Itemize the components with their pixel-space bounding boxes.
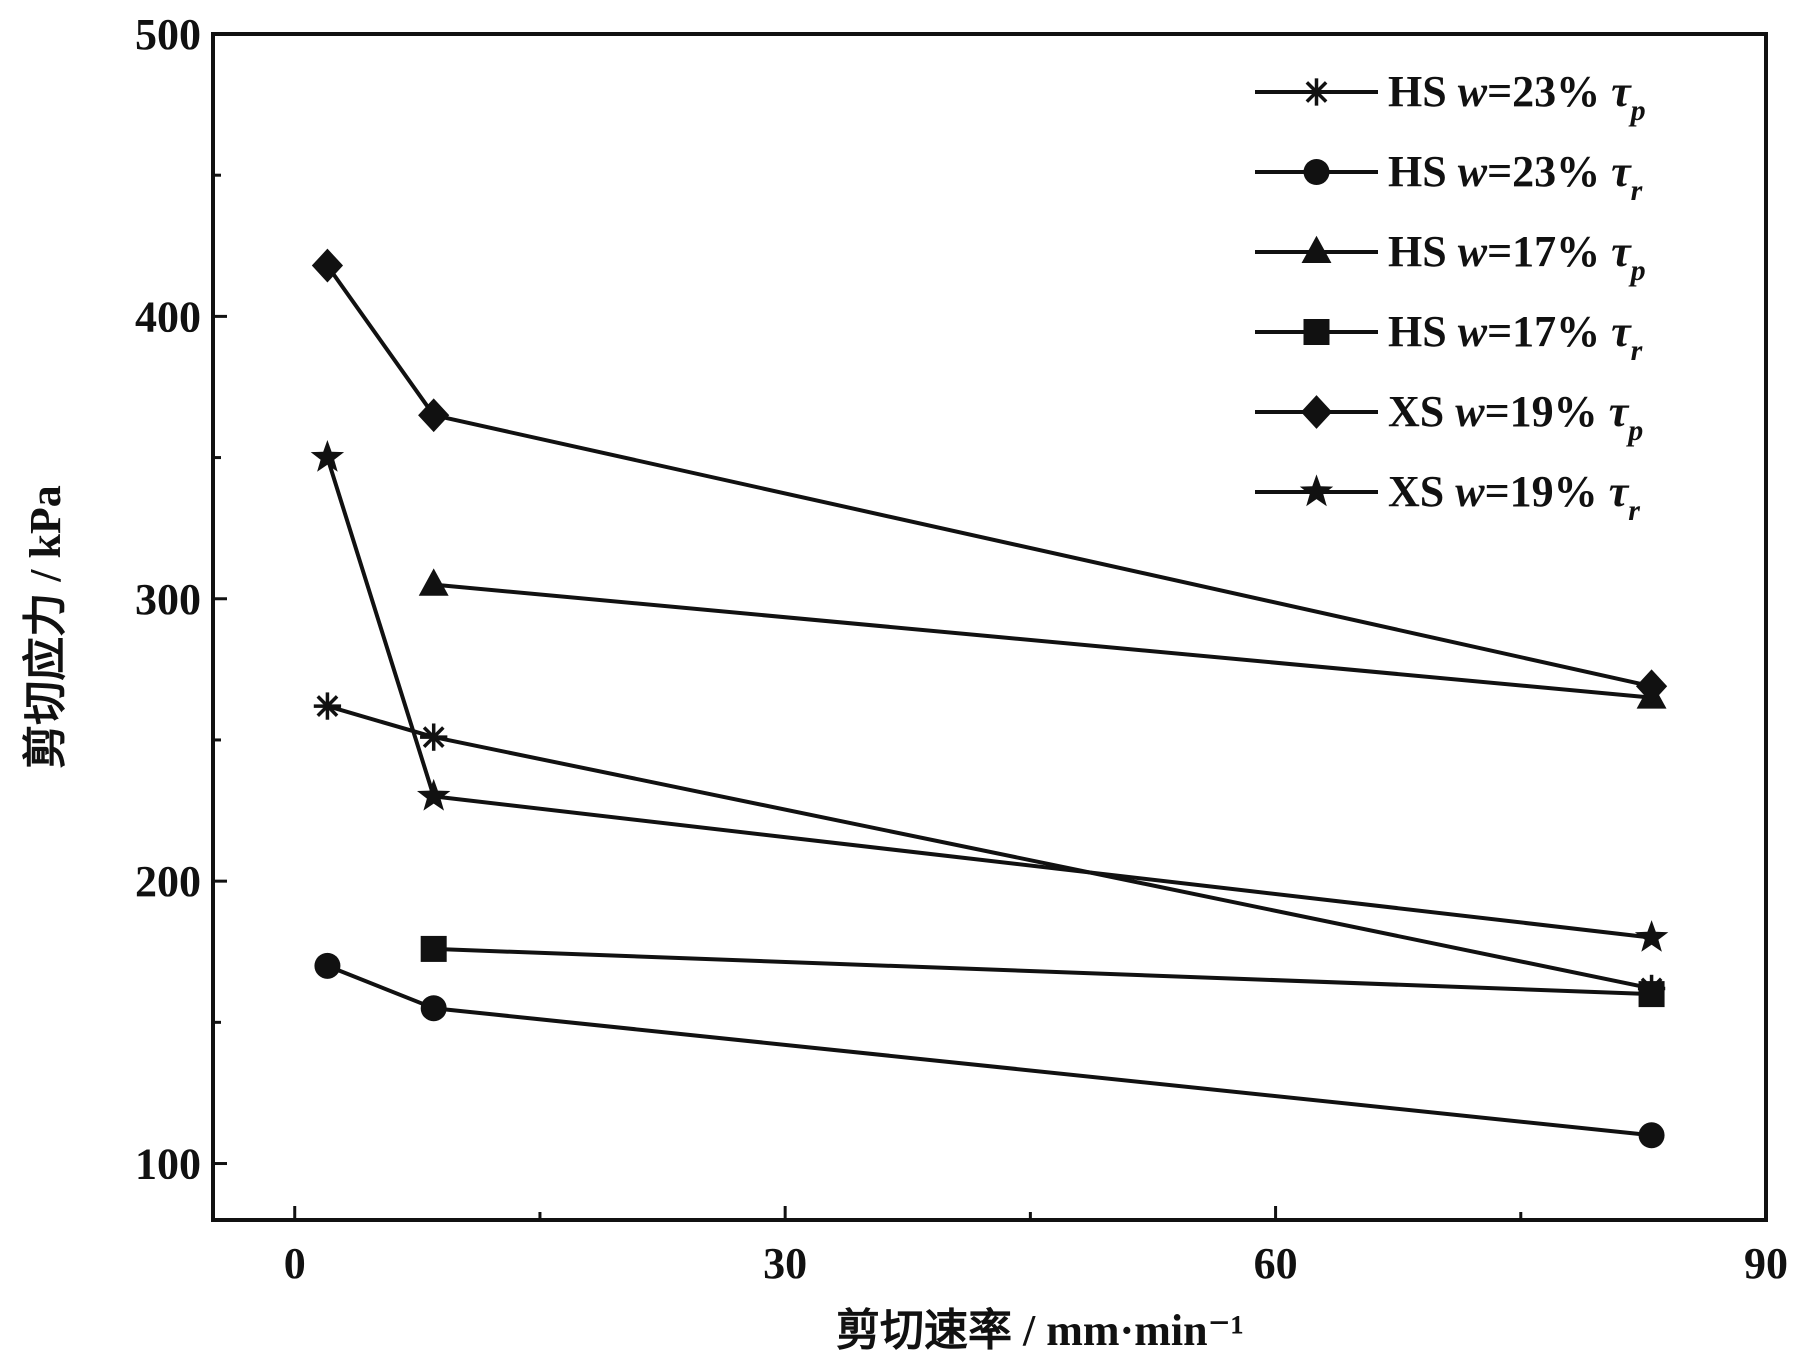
plot-frame <box>211 32 1768 1222</box>
y-tick-label: 100 <box>135 1140 201 1189</box>
marker-square <box>1638 981 1665 1008</box>
y-tick-label: 500 <box>135 10 201 59</box>
marker-star <box>1634 920 1669 952</box>
marker-star <box>310 440 345 472</box>
x-tick-label: 0 <box>284 1239 306 1288</box>
series-line-6 <box>325 457 1652 940</box>
marker-circle <box>314 952 341 979</box>
legend-item: XS w=19% τp <box>1255 387 1643 447</box>
legend-label: HS w=17% τp <box>1388 227 1646 287</box>
series-markers <box>310 248 1669 1149</box>
marker-asterisk <box>420 723 448 751</box>
marker-circle <box>1638 1122 1665 1149</box>
marker-triangle <box>418 568 449 596</box>
y-tick-label: 300 <box>135 575 201 624</box>
y-tick-label: 400 <box>135 292 201 341</box>
legend-label: XS w=19% τp <box>1388 387 1643 447</box>
marker-diamond <box>1300 395 1333 429</box>
marker-diamond <box>311 248 344 283</box>
legend-item: HS w=17% τr <box>1255 307 1643 367</box>
marker-circle <box>420 995 447 1022</box>
y-tick-label: 200 <box>135 857 201 906</box>
marker-asterisk-stroke <box>316 695 339 717</box>
legend-item: HS w=23% τp <box>1255 67 1646 127</box>
x-tick-label: 30 <box>763 1239 807 1288</box>
marker-star <box>417 778 451 811</box>
marker-diamond <box>1635 669 1668 704</box>
legend-item: XS w=19% τr <box>1255 467 1640 527</box>
marker-square <box>1303 319 1330 345</box>
series-line-1 <box>326 704 1653 991</box>
x-tick-label: 90 <box>1744 1239 1788 1288</box>
legend: HS w=23% τp HS w=23% τr HS w=17% τp HS w=17… <box>1255 67 1646 527</box>
x-tick-label: 60 <box>1254 1239 1298 1288</box>
marker-triangle <box>1301 235 1332 264</box>
series-line-2 <box>326 964 1652 1138</box>
marker-asterisk-stroke <box>422 726 445 749</box>
legend-label: HS w=23% τr <box>1388 147 1643 207</box>
marker-asterisk <box>1302 78 1331 106</box>
marker-asterisk-stroke <box>1305 81 1328 103</box>
legend-item: HS w=17% τp <box>1255 227 1646 287</box>
legend-label: XS w=19% τr <box>1388 467 1640 527</box>
series-line-3 <box>433 582 1652 700</box>
marker-asterisk <box>313 692 342 720</box>
y-axis-label: 剪切应力 / kPa <box>21 485 70 769</box>
legend-label: HS w=17% τr <box>1388 307 1643 367</box>
legend-label: HS w=23% τp <box>1388 67 1646 127</box>
series-line-4 <box>433 946 1652 997</box>
marker-diamond <box>418 398 450 433</box>
marker-square <box>420 935 447 962</box>
legend-item: HS w=23% τr <box>1255 147 1643 207</box>
x-axis-label: 剪切速率 / mm·min⁻¹ <box>836 1306 1244 1355</box>
marker-circle <box>1303 159 1330 185</box>
marker-star <box>1299 474 1334 507</box>
axis-ticks: 0 30 60 90 100 200 300 400 500 <box>135 10 1788 1288</box>
